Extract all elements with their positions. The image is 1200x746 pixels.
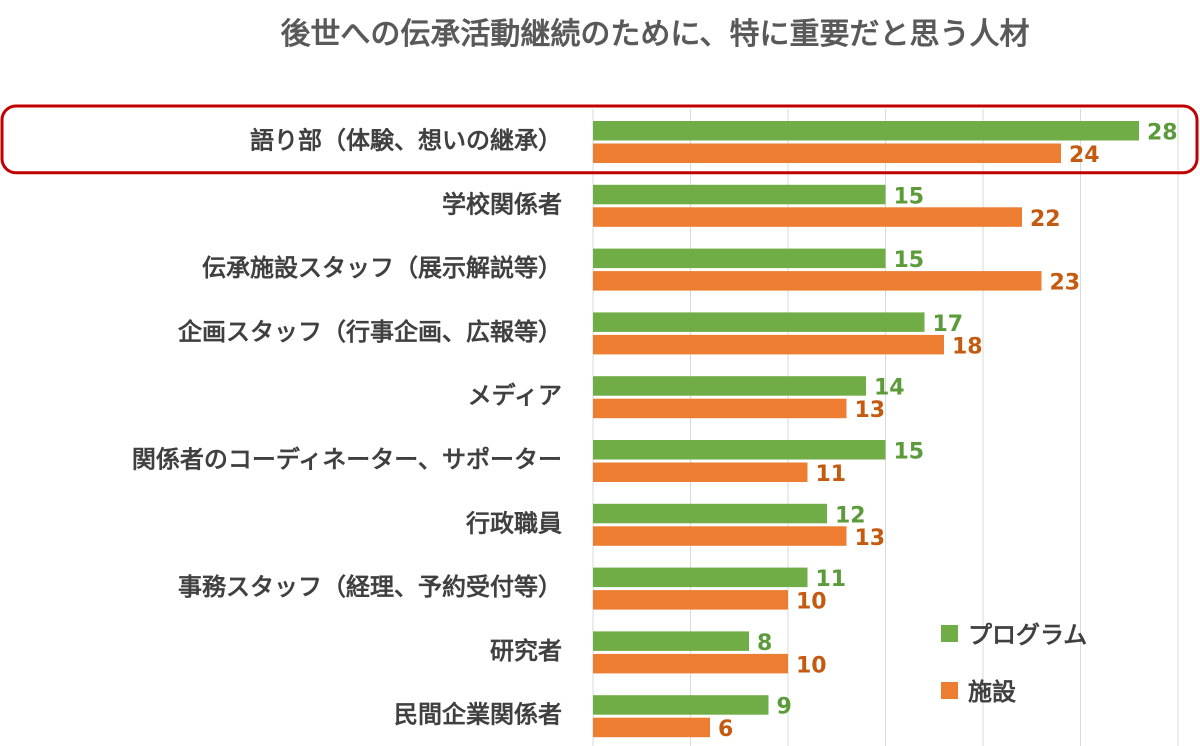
highlight-frame [0, 104, 1199, 175]
data-label: 17 [933, 312, 964, 337]
data-label: 28 [1147, 121, 1178, 146]
bar-program [593, 248, 886, 269]
bar-facility [593, 143, 1061, 163]
bar-facility [593, 207, 1022, 227]
data-label: 6 [718, 717, 733, 742]
category-label: 語り部（体験、想いの継承） [250, 127, 562, 155]
data-label: 10 [796, 590, 827, 615]
data-label: 18 [952, 334, 983, 359]
legend-label: プログラム [968, 621, 1087, 649]
legend-swatch [941, 682, 958, 699]
bar-program [593, 121, 1139, 141]
bar-program [593, 376, 866, 396]
bar-program [593, 695, 769, 715]
data-label: 24 [1069, 143, 1100, 168]
bar-program [593, 184, 886, 205]
data-label: 8 [757, 631, 772, 656]
category-label: 関係者のコーディネーター、サポーター [132, 446, 562, 474]
data-label: 15 [894, 184, 925, 209]
category-label: 学校関係者 [442, 190, 562, 218]
data-label: 13 [855, 526, 886, 551]
category-label: メディア [468, 382, 562, 410]
bar-program [593, 503, 827, 524]
category-label: 伝承施設スタッフ（展示解説等） [202, 254, 562, 282]
data-label: 15 [894, 440, 925, 465]
bar-facility [593, 653, 788, 674]
bar-program [593, 312, 925, 332]
data-label: 11 [816, 567, 847, 592]
category-label: 事務スタッフ（経理、予約受付等） [178, 573, 562, 601]
legend-swatch [941, 625, 958, 642]
data-label: 11 [816, 462, 847, 487]
bar-program [593, 631, 749, 651]
legend-label: 施設 [968, 678, 1017, 706]
data-label: 10 [796, 653, 827, 678]
data-label: 15 [894, 248, 925, 273]
highlight-box [0, 104, 1199, 175]
bar-facility [593, 526, 847, 546]
data-label: 9 [777, 695, 792, 720]
bar-facility [593, 398, 847, 419]
data-label: 12 [835, 503, 866, 528]
bar-facility [593, 717, 710, 738]
category-label: 民間企業関係者 [394, 701, 562, 729]
data-label: 13 [855, 398, 886, 423]
chart-title: 後世への伝承活動継続のために、特に重要だと思う人材 [280, 17, 1029, 52]
category-label: 研究者 [490, 637, 562, 665]
bar-facility [593, 271, 1042, 291]
category-label: 企画スタッフ（行事企画、広報等） [178, 318, 562, 346]
bar-facility [593, 334, 944, 355]
data-label: 22 [1030, 207, 1061, 232]
category-label: 行政職員 [465, 509, 562, 537]
bar-program [593, 567, 808, 588]
bars [593, 121, 1139, 738]
bar-program [593, 440, 886, 460]
data-label: 14 [874, 376, 905, 401]
bar-facility [593, 462, 808, 482]
data-label: 23 [1050, 271, 1081, 296]
bar-facility [593, 590, 788, 610]
